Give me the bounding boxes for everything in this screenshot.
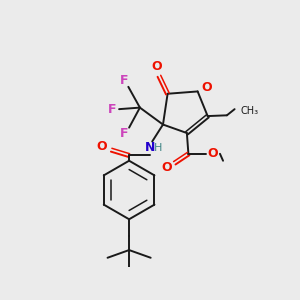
- Text: O: O: [202, 81, 212, 94]
- Text: O: O: [97, 140, 107, 153]
- Text: F: F: [108, 103, 116, 116]
- Text: F: F: [119, 74, 128, 87]
- Text: O: O: [161, 161, 172, 174]
- Text: CH₃: CH₃: [241, 106, 259, 116]
- Text: N: N: [145, 141, 155, 154]
- Text: O: O: [208, 147, 218, 160]
- Text: O: O: [152, 59, 162, 73]
- Text: F: F: [120, 127, 129, 140]
- Text: H: H: [154, 143, 163, 153]
